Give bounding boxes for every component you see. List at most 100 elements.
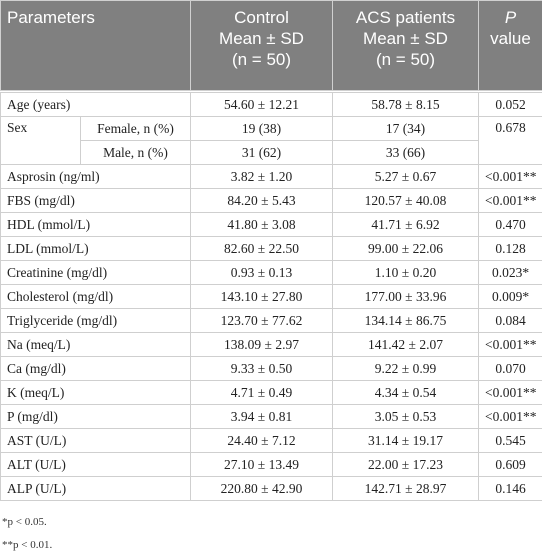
table-row: FBS (mg/dl) 84.20 ± 5.43 120.57 ± 40.08 <0.… xyxy=(0,188,542,213)
table-row: Age (years) 54.60 ± 12.21 58.78 ± 8.15 0.05… xyxy=(0,92,542,117)
table-cell: 41.80 ± 3.08 xyxy=(190,212,333,237)
table-cell: 5.27 ± 0.67 xyxy=(332,164,479,189)
table-row: K (meq/L) 4.71 ± 0.49 4.34 ± 0.54 <0.001** xyxy=(0,380,542,405)
table-cell: 82.60 ± 22.50 xyxy=(190,236,333,261)
table-cell: AST (U/L) xyxy=(0,428,191,453)
table-cell: 0.146 xyxy=(478,476,542,501)
header-text: P xyxy=(504,8,517,27)
header-text: (n = 50) xyxy=(375,50,436,69)
header-text: ACS patients xyxy=(355,8,456,27)
table-body: Age (years) 54.60 ± 12.21 58.78 ± 8.15 0.05… xyxy=(0,91,542,501)
table-row: Male, n (%) 31 (62) 33 (66) xyxy=(1,140,542,165)
table-cell: 220.80 ± 42.90 xyxy=(190,476,333,501)
table-cell: 143.10 ± 27.80 xyxy=(190,284,333,309)
table-cell: 9.33 ± 0.50 xyxy=(190,356,333,381)
table-cell: <0.001** xyxy=(478,164,542,189)
header-text: value xyxy=(490,29,531,48)
table-cell: 177.00 ± 33.96 xyxy=(332,284,479,309)
table-cell: 0.023* xyxy=(478,260,542,285)
table-cell: 99.00 ± 22.06 xyxy=(332,236,479,261)
header-cell: ACS patients Mean ± SD (n = 50) xyxy=(332,0,479,91)
table-cell: 0.009* xyxy=(478,284,542,309)
table-cell: 33 (66) xyxy=(332,140,479,165)
header-cell: Control Mean ± SD (n = 50) xyxy=(190,0,333,91)
table-cell: ALT (U/L) xyxy=(0,452,191,477)
table-cell: ALP (U/L) xyxy=(0,476,191,501)
table-cell: HDL (mmol/L) xyxy=(0,212,191,237)
table-cell: 0.678 xyxy=(478,116,542,165)
table-cell: 4.71 ± 0.49 xyxy=(190,380,333,405)
header-row: Parameters Control Mean ± SD (n = 50) ACS … xyxy=(0,0,542,91)
header-text: Parameters xyxy=(7,8,95,27)
table-cell: 19 (38) xyxy=(190,116,333,141)
table-cell: 0.128 xyxy=(478,236,542,261)
table-cell: Age (years) xyxy=(0,92,191,117)
table-row: Creatinine (mg/dl) 0.93 ± 0.13 1.10 ± 0.20… xyxy=(0,260,542,285)
table-cell: 22.00 ± 17.23 xyxy=(332,452,479,477)
table-row: Ca (mg/dl) 9.33 ± 0.50 9.22 ± 0.99 0.070 xyxy=(0,356,542,381)
table-cell: FBS (mg/dl) xyxy=(0,188,191,213)
table-row: ALP (U/L) 220.80 ± 42.90 142.71 ± 28.97 0.1… xyxy=(0,476,542,501)
table-cell: Na (meq/L) xyxy=(0,332,191,357)
table-cell: Female, n (%) xyxy=(80,116,191,141)
table-row: AST (U/L) 24.40 ± 7.12 31.14 ± 19.17 0.545 xyxy=(0,428,542,453)
table-cell: 134.14 ± 86.75 xyxy=(332,308,479,333)
table-cell: LDL (mmol/L) xyxy=(0,236,191,261)
table-row: Triglyceride (mg/dl) 123.70 ± 77.62 134.14… xyxy=(0,308,542,333)
table-row: Cholesterol (mg/dl) 143.10 ± 27.80 177.00 … xyxy=(0,284,542,309)
table-cell: 0.545 xyxy=(478,428,542,453)
table-row: Na (meq/L) 138.09 ± 2.97 141.42 ± 2.07 <0.0… xyxy=(0,332,542,357)
header-text: Control xyxy=(234,8,289,27)
table-cell: 138.09 ± 2.97 xyxy=(190,332,333,357)
footnote: **p < 0.01. xyxy=(2,539,53,551)
table-cell: 3.82 ± 1.20 xyxy=(190,164,333,189)
table-cell: 123.70 ± 77.62 xyxy=(190,308,333,333)
table-row: Asprosin (ng/ml) 3.82 ± 1.20 5.27 ± 0.67 <0… xyxy=(0,164,542,189)
table-cell: 120.57 ± 40.08 xyxy=(332,188,479,213)
table-cell: 17 (34) xyxy=(332,116,479,141)
table-cell: 9.22 ± 0.99 xyxy=(332,356,479,381)
table-cell: 3.94 ± 0.81 xyxy=(190,404,333,429)
table-cell: 84.20 ± 5.43 xyxy=(190,188,333,213)
table: Parameters Control Mean ± SD (n = 50) ACS … xyxy=(0,0,542,501)
table-cell: Male, n (%) xyxy=(80,140,191,165)
table-cell: <0.001** xyxy=(478,404,542,429)
table-row: P (mg/dl) 3.94 ± 0.81 3.05 ± 0.53 <0.001** xyxy=(0,404,542,429)
table-cell: 31 (62) xyxy=(190,140,333,165)
table-cell: Creatinine (mg/dl) xyxy=(0,260,191,285)
table-cell: <0.001** xyxy=(478,380,542,405)
table-cell: 27.10 ± 13.49 xyxy=(190,452,333,477)
table-cell: 0.93 ± 0.13 xyxy=(190,260,333,285)
table-cell: Cholesterol (mg/dl) xyxy=(0,284,191,309)
header-cell: Parameters xyxy=(0,0,191,91)
table-row: ALT (U/L) 27.10 ± 13.49 22.00 ± 17.23 0.609 xyxy=(0,452,542,477)
table-cell: 4.34 ± 0.54 xyxy=(332,380,479,405)
table-cell: Triglyceride (mg/dl) xyxy=(0,308,191,333)
table-cell: K (meq/L) xyxy=(0,380,191,405)
table-cell: <0.001** xyxy=(478,332,542,357)
table-cell: 54.60 ± 12.21 xyxy=(190,92,333,117)
footnote: *p < 0.05. xyxy=(2,516,47,528)
table-cell: Asprosin (ng/ml) xyxy=(0,164,191,189)
table-cell: 0.084 xyxy=(478,308,542,333)
table-row: HDL (mmol/L) 41.80 ± 3.08 41.71 ± 6.92 0.47… xyxy=(0,212,542,237)
table-cell: 141.42 ± 2.07 xyxy=(332,332,479,357)
header-text: Mean ± SD xyxy=(363,29,448,48)
table-row: LDL (mmol/L) 82.60 ± 22.50 99.00 ± 22.06 0.… xyxy=(0,236,542,261)
table-cell: 1.10 ± 0.20 xyxy=(332,260,479,285)
table-row: Sex Female, n (%) 19 (38) 17 (34) 0.678 xyxy=(0,116,542,165)
table-cell: 31.14 ± 19.17 xyxy=(332,428,479,453)
table-cell: 0.470 xyxy=(478,212,542,237)
table-cell: P (mg/dl) xyxy=(0,404,191,429)
table-cell: 0.070 xyxy=(478,356,542,381)
table-cell: 0.609 xyxy=(478,452,542,477)
table-cell: 24.40 ± 7.12 xyxy=(190,428,333,453)
table-cell: 58.78 ± 8.15 xyxy=(332,92,479,117)
header-text: Mean ± SD xyxy=(219,29,304,48)
table-cell: Sex xyxy=(0,116,81,165)
table-cell: 41.71 ± 6.92 xyxy=(332,212,479,237)
header-text: (n = 50) xyxy=(231,50,292,69)
table-cell: Ca (mg/dl) xyxy=(0,356,191,381)
